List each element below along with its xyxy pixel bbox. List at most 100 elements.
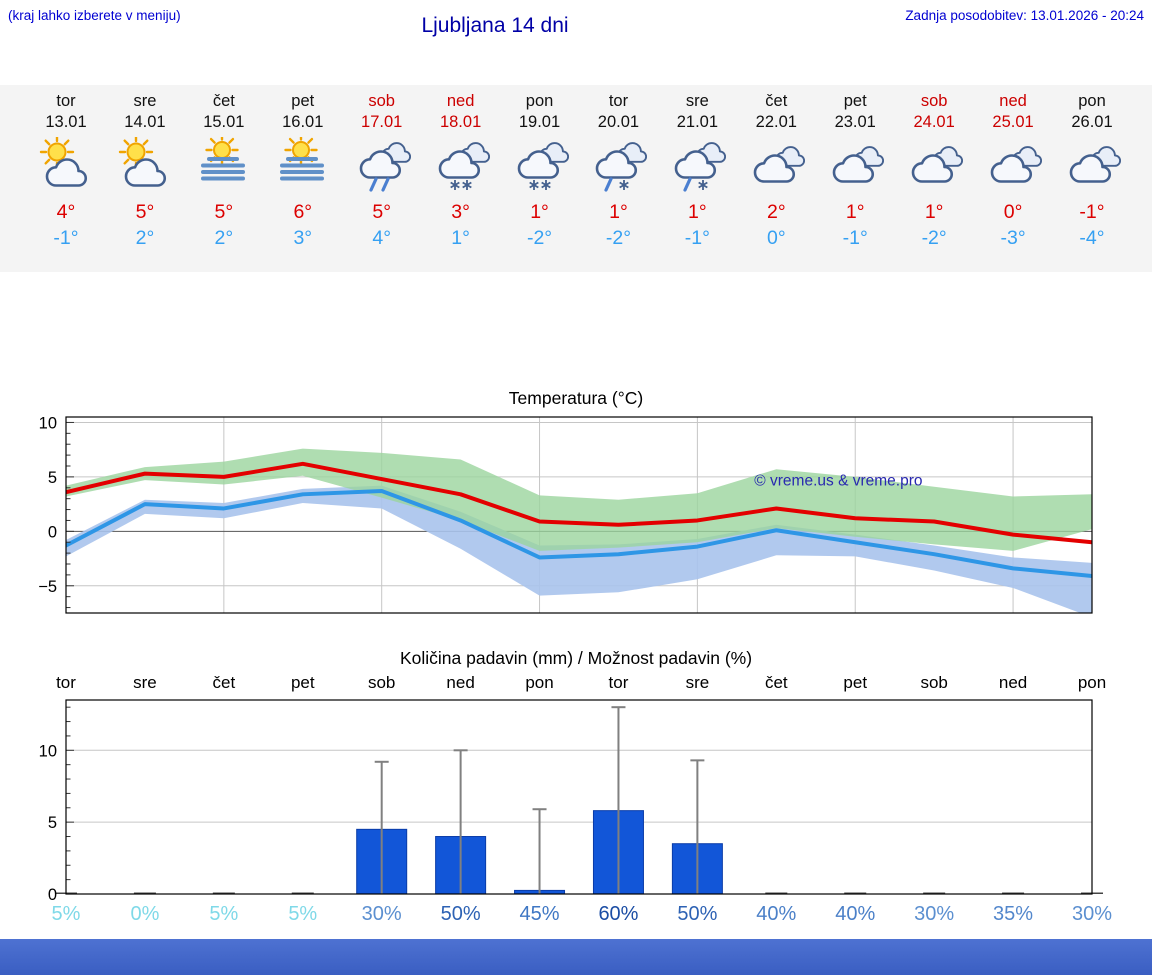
day-date: 25.01: [992, 113, 1034, 131]
temp-min: 2°: [214, 227, 234, 249]
svg-text:sob: sob: [920, 673, 947, 692]
temp-max: 5°: [372, 201, 392, 223]
svg-text:sre: sre: [686, 673, 710, 692]
day-date: 23.01: [834, 113, 876, 131]
temp-max: 4°: [56, 201, 76, 223]
temp-min: -1°: [684, 227, 710, 249]
temp-max: 1°: [688, 201, 707, 223]
svg-text:sre: sre: [133, 673, 157, 692]
temperature-chart-section: Temperatura (°C) −5 0 5 10 © vreme.us & vrem…: [0, 386, 1152, 629]
temp-max: 1°: [530, 201, 549, 223]
temp-min: 1°: [451, 227, 470, 249]
temp-max: 5°: [135, 201, 155, 223]
svg-text:−5: −5: [38, 578, 57, 596]
forecast-day-19.01: pon 19.01 1° -2°: [500, 91, 580, 252]
temp-min: -1°: [53, 227, 79, 249]
forecast-day-18.01: ned 18.01 3° 1°: [421, 91, 501, 252]
svg-text:0: 0: [48, 523, 57, 541]
temp-max: 1°: [845, 201, 865, 223]
temp-min: 2°: [135, 227, 155, 249]
svg-text:5: 5: [48, 814, 57, 832]
temp-max: 0°: [1003, 201, 1023, 223]
svg-text:pon: pon: [1078, 673, 1106, 692]
svg-text:ned: ned: [446, 673, 474, 692]
svg-text:tor: tor: [56, 673, 76, 692]
temp-max: 3°: [451, 201, 470, 223]
temp-min: -3°: [1000, 227, 1026, 249]
day-date: 26.01: [1071, 113, 1113, 131]
cloudy-icon: [1052, 136, 1132, 196]
temp-max: 1°: [924, 201, 944, 223]
precip-probability: 40%: [835, 903, 876, 925]
day-name: sre: [133, 92, 157, 110]
day-date: 19.01: [518, 113, 561, 131]
forecast-day-15.01: čet 15.01 5° 2°: [184, 91, 264, 252]
svg-text:pon: pon: [525, 673, 553, 692]
forecast-day-17.01: sob 17.01 5° 4°: [342, 91, 422, 252]
day-date: 15.01: [203, 113, 245, 131]
svg-text:10: 10: [39, 414, 57, 432]
svg-text:10: 10: [39, 742, 57, 760]
precip-probability: 30%: [1071, 903, 1113, 925]
day-date: 13.01: [45, 113, 87, 131]
day-name: sob: [920, 92, 948, 110]
temp-min: -2°: [921, 227, 947, 249]
temp-max: 6°: [293, 201, 313, 223]
day-date: 20.01: [597, 113, 640, 131]
day-date: 14.01: [124, 113, 166, 131]
day-date: 16.01: [282, 113, 324, 131]
temperature-chart: −5 0 5 10 © vreme.us & vreme.pro: [38, 414, 1093, 614]
svg-text:pet: pet: [291, 673, 315, 692]
temp-min: -2°: [526, 227, 553, 249]
fog-sun-icon: [184, 136, 264, 196]
forecast-day-14.01: sre 14.01 5° 2°: [105, 91, 185, 252]
forecast-day-26.01: pon 26.01 -1° -4°: [1052, 91, 1132, 252]
temp-min: -1°: [842, 227, 868, 249]
last-updated: Zadnja posodobitev: 13.01.2026 - 20:24: [905, 8, 1144, 23]
precip-probability: 5%: [209, 903, 239, 925]
precip-probability: 40%: [756, 903, 797, 925]
precip-probability: 50%: [440, 903, 481, 925]
cloudy-icon: [973, 136, 1053, 196]
forecast-day-16.01: pet 16.01 6° 3°: [263, 91, 343, 252]
temp-max: -1°: [1079, 201, 1105, 223]
forecast-strip: tor 13.01 4° -1° sre 14.01 5° 2° čet 15.01 5° 2° pet…: [0, 85, 1152, 272]
temperature-chart-title: Temperatura (°C): [508, 388, 644, 408]
day-name: čet: [765, 92, 788, 110]
svg-text:čet: čet: [213, 673, 236, 692]
day-date: 21.01: [676, 113, 719, 131]
precipitation-chart-section: Količina padavin (mm) / Možnost padavin …: [0, 646, 1152, 907]
cloudy-icon: [736, 136, 816, 196]
day-date: 18.01: [439, 113, 482, 131]
day-name: sre: [685, 92, 709, 110]
precip-probability: 5%: [288, 903, 318, 925]
svg-text:ned: ned: [999, 673, 1027, 692]
forecast-day-20.01: tor 20.01 1° -2°: [578, 91, 658, 252]
temp-max: 2°: [766, 201, 786, 223]
precip-probability: 50%: [677, 903, 718, 925]
day-name: pet: [291, 92, 315, 110]
partly-cloudy-icon: [105, 136, 185, 196]
forecast-day-22.01: čet 22.01 2° 0°: [736, 91, 816, 252]
precip-probability: 30%: [914, 903, 955, 925]
temp-min: 3°: [293, 227, 313, 249]
precipitation-chart: tor sre čet pet sob ned pon tor sre čet pet sob ned p…: [39, 673, 1107, 904]
cloudy-icon: [815, 136, 895, 196]
menu-hint: (kraj lahko izberete v meniju): [8, 8, 181, 23]
day-name: pon: [525, 92, 554, 110]
cloudy-icon: [894, 136, 974, 196]
svg-text:sob: sob: [368, 673, 395, 692]
temp-min: -2°: [605, 227, 632, 249]
sleet-icon: [657, 136, 737, 196]
footer-bar: [0, 939, 1152, 975]
day-date: 22.01: [755, 113, 797, 131]
day-date: 17.01: [361, 113, 403, 131]
svg-text:© vreme.us & vreme.pro: © vreme.us & vreme.pro: [754, 473, 922, 490]
day-name: pet: [843, 92, 867, 110]
forecast-day-23.01: pet 23.01 1° -1°: [815, 91, 895, 252]
precip-probability: 60%: [598, 903, 639, 925]
day-name: pon: [1078, 92, 1106, 110]
forecast-day-25.01: ned 25.01 0° -3°: [973, 91, 1053, 252]
forecast-day-13.01: tor 13.01 4° -1°: [26, 91, 106, 252]
svg-text:pet: pet: [843, 673, 867, 692]
